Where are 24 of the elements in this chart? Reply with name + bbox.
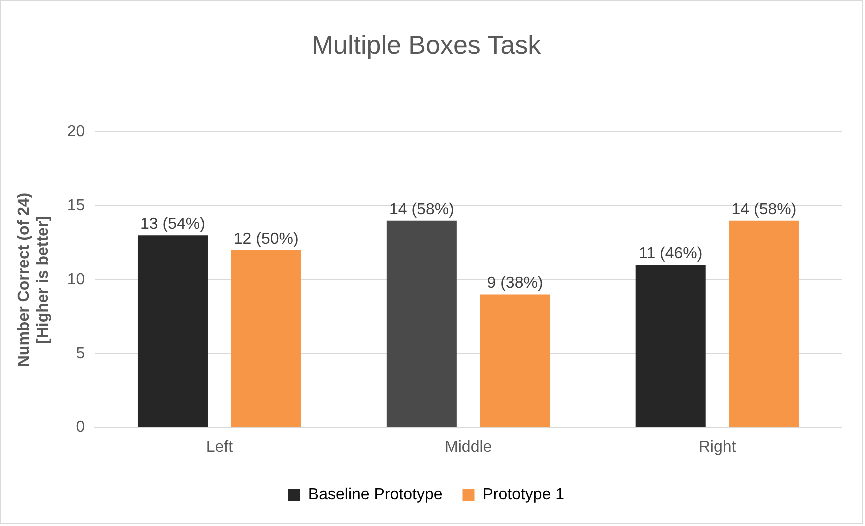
chart-title: Multiple Boxes Task: [312, 30, 542, 60]
bar: [231, 250, 302, 428]
y-tick-label: 15: [67, 198, 86, 215]
bar: [636, 265, 706, 428]
legend-label: Baseline Prototype: [308, 486, 443, 504]
data-label: 9 (38%): [487, 275, 544, 292]
y-axis-title: Number Correct (of 24) [Higher is better]: [16, 192, 52, 368]
data-label: 13 (54%): [140, 216, 206, 234]
y-tick-label: 20: [67, 124, 86, 141]
bar: [386, 220, 457, 428]
legend-label: Prototype 1: [482, 486, 565, 504]
data-label: 11 (46%): [638, 246, 703, 263]
x-tick-label: Left: [206, 438, 234, 456]
data-label: 14 (58%): [732, 201, 797, 218]
y-tick-label: 10: [67, 271, 86, 288]
y-tick-label: 5: [76, 345, 86, 362]
data-label: 14 (58%): [389, 201, 454, 218]
bar: [729, 220, 800, 428]
x-tick-label: Middle: [445, 438, 492, 456]
y-tick-label: 0: [76, 419, 86, 436]
bar: [480, 294, 550, 428]
bar: [138, 236, 208, 428]
x-tick-label: Right: [698, 438, 737, 456]
data-label: 12 (50%): [234, 230, 299, 248]
